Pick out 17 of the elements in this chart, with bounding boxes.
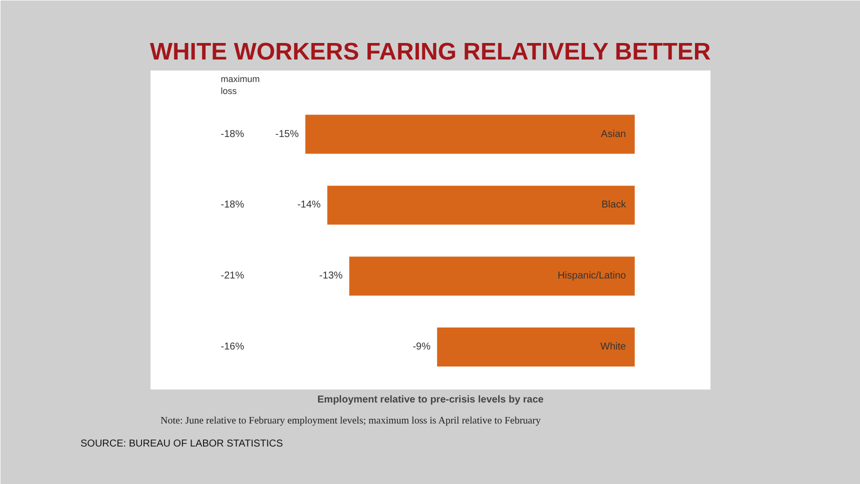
y-tick-label: White: [600, 341, 626, 352]
data-label: -14%: [297, 200, 321, 211]
y-tick-label: Hispanic/Latino: [558, 270, 626, 282]
y-tick-label: Black: [602, 200, 627, 211]
y-tick-label: Asian: [600, 128, 626, 140]
text: maximum loss: [220, 74, 260, 96]
text: -21%: [220, 270, 244, 282]
text: -18%: [220, 128, 244, 140]
data-label: -9%: [412, 341, 431, 352]
chart-title: WHITE WORKERS FARING RELATIVELY BETTER: [150, 38, 711, 66]
source-note: SOURCE: BUREAU OF LABOR STATISTICS: [80, 438, 284, 450]
text: -18%: [220, 200, 244, 211]
data-label: -15%: [275, 128, 299, 140]
x-axis-title: Employment relative to pre-crisis levels by race: [317, 394, 544, 406]
text: Note: June relative to February employment levels; maximum loss is April relative to February: [160, 416, 541, 426]
data-label: -13%: [319, 270, 343, 282]
text: -16%: [220, 341, 244, 352]
